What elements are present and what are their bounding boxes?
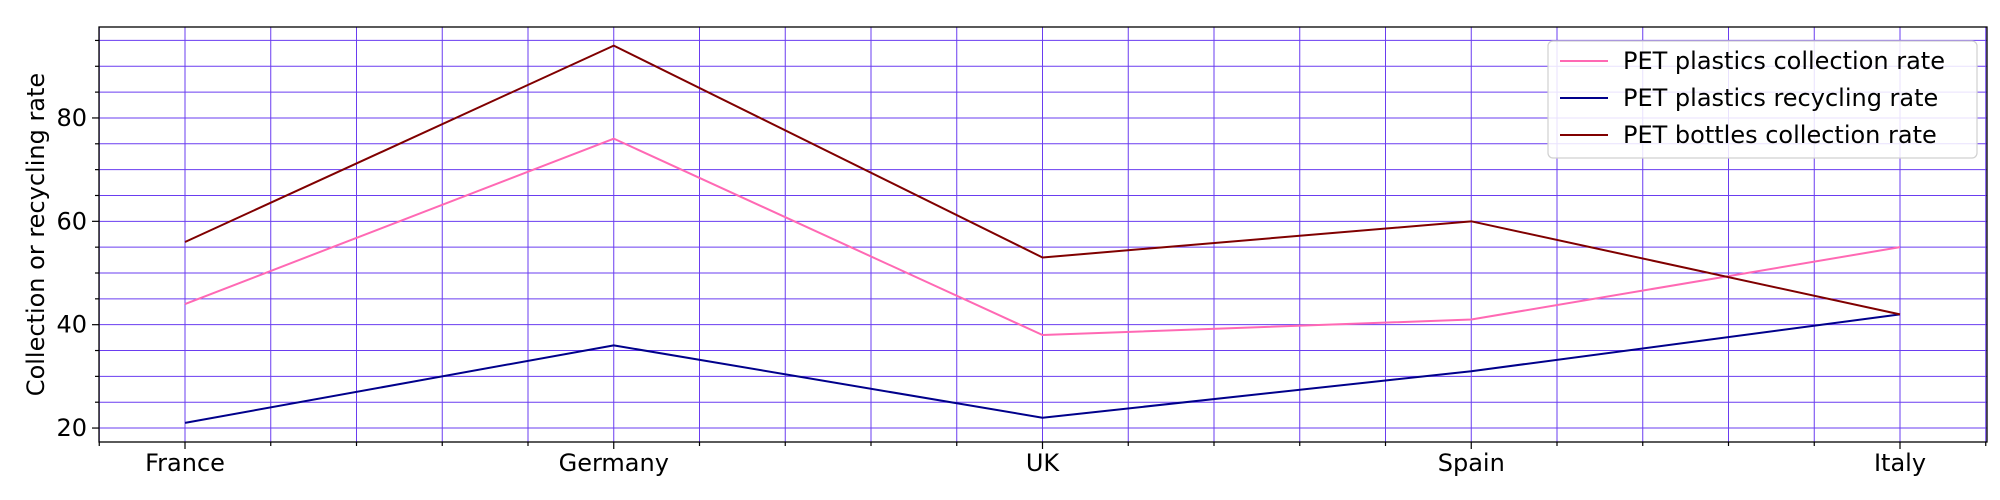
legend-label: PET plastics collection rate [1623,47,1945,75]
x-tick-label: France [145,449,225,477]
series-layer [184,44,1901,424]
y-tick-label: 80 [56,104,87,132]
legend: PET plastics collection rate PET plastics… [1547,40,1978,159]
series-line [184,44,1901,316]
y-tick-label: 60 [56,207,87,235]
tick-layer: 20 40 60 80 France Germany UK Spain Italy [56,39,1987,477]
x-tick-label: Germany [559,449,669,477]
y-tick-label: 40 [56,311,87,339]
y-tick-label: 20 [56,414,87,442]
legend-label: PET bottles collection rate [1623,121,1937,149]
series-line [184,313,1901,424]
x-tick-label: UK [1026,449,1061,477]
legend-box [1547,40,1978,159]
series-line [184,137,1901,337]
x-tick-label: Italy [1874,449,1926,477]
y-axis-label: Collection or recycling rate [22,73,50,396]
legend-label: PET plastics recycling rate [1623,84,1938,112]
x-tick-label: Spain [1438,449,1505,477]
